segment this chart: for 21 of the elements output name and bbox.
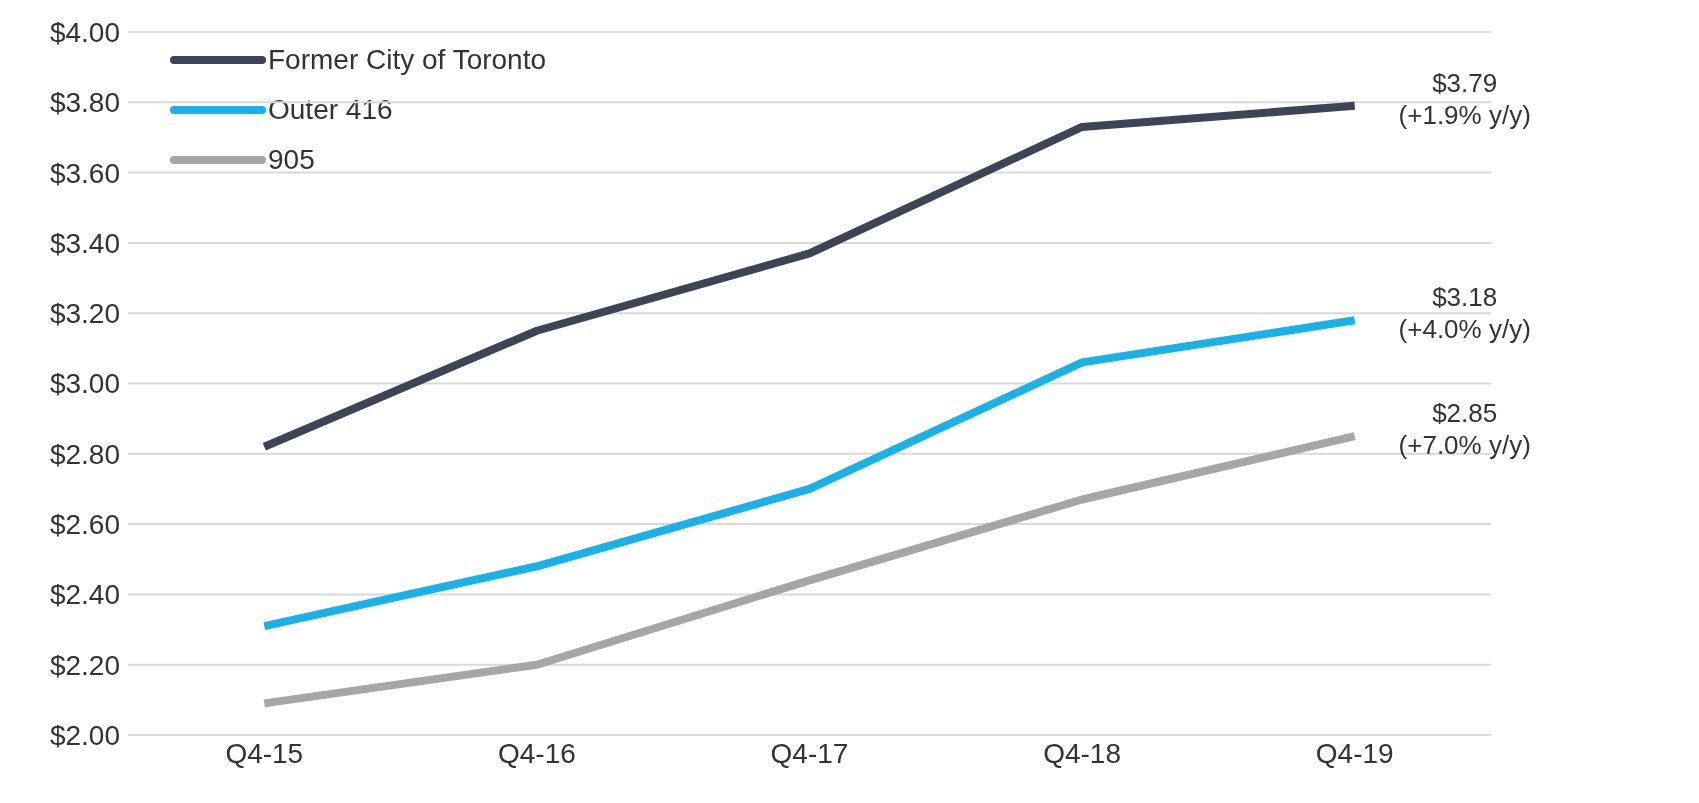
x-tick-label: Q4-18 — [1043, 737, 1122, 769]
x-tick-label: Q4-17 — [770, 737, 849, 769]
y-tick-label: $3.60 — [49, 157, 120, 189]
annotation: $3.18 (+4.0% y/y) — [1398, 282, 1531, 345]
x-tick-label: Q4-16 — [497, 737, 576, 769]
y-tick-label: $2.80 — [49, 438, 120, 470]
legend-label: 905 — [268, 144, 315, 176]
y-tick-label: $3.80 — [49, 87, 120, 119]
y-tick-label: $3.40 — [49, 227, 120, 259]
y-tick-label: $2.00 — [49, 719, 120, 751]
y-tick-label: $3.00 — [49, 368, 120, 400]
x-tick-label: Q4-19 — [1315, 737, 1394, 769]
legend-label: Former City of Toronto — [268, 44, 547, 76]
y-tick-label: $2.20 — [49, 649, 120, 681]
y-tick-label: $4.00 — [49, 16, 120, 48]
x-tick-label: Q4-15 — [225, 737, 304, 769]
y-tick-label: $2.40 — [49, 579, 120, 611]
annotation: $2.85 (+7.0% y/y) — [1398, 398, 1531, 461]
annotation: $3.79 (+1.9% y/y) — [1398, 67, 1531, 130]
y-tick-label: $2.60 — [49, 509, 120, 541]
y-tick-label: $3.20 — [49, 298, 120, 330]
